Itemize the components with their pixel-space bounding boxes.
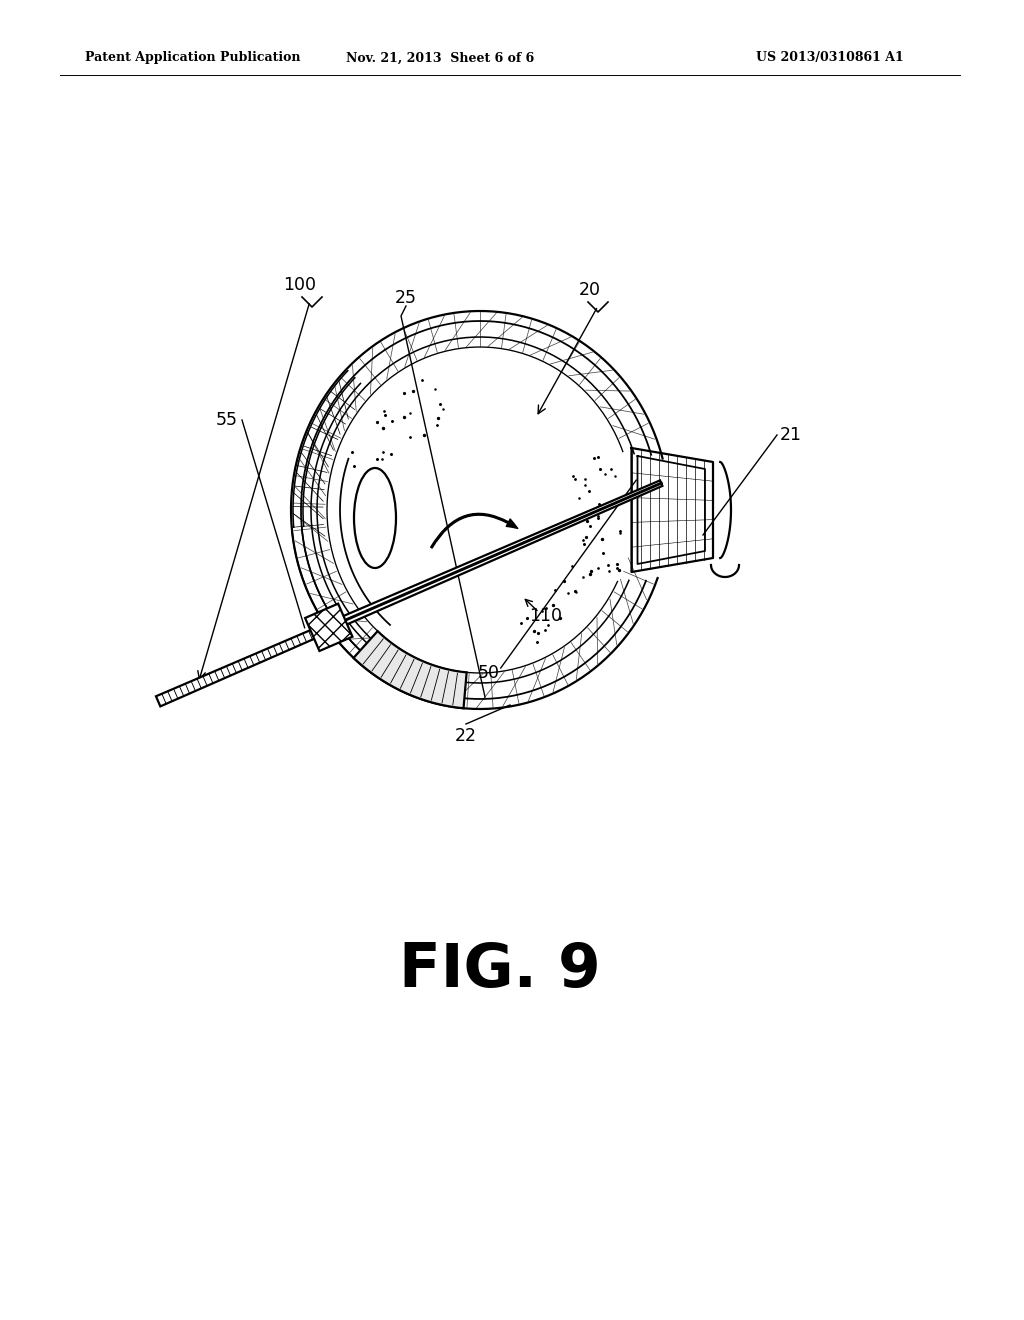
Polygon shape xyxy=(353,631,467,709)
Text: US 2013/0310861 A1: US 2013/0310861 A1 xyxy=(756,51,904,65)
Text: 22: 22 xyxy=(455,727,477,744)
Text: Nov. 21, 2013  Sheet 6 of 6: Nov. 21, 2013 Sheet 6 of 6 xyxy=(346,51,535,65)
Text: 25: 25 xyxy=(395,289,417,308)
Text: 20: 20 xyxy=(579,281,601,300)
Text: 110: 110 xyxy=(528,607,561,626)
Text: FIG. 9: FIG. 9 xyxy=(399,940,601,999)
Text: 21: 21 xyxy=(780,426,802,444)
Polygon shape xyxy=(156,480,663,706)
Text: Patent Application Publication: Patent Application Publication xyxy=(85,51,300,65)
Text: 50: 50 xyxy=(478,664,500,682)
Text: 55: 55 xyxy=(216,411,238,429)
Text: 100: 100 xyxy=(284,276,316,294)
FancyArrowPatch shape xyxy=(431,513,518,548)
Ellipse shape xyxy=(354,469,396,568)
Polygon shape xyxy=(305,603,352,651)
